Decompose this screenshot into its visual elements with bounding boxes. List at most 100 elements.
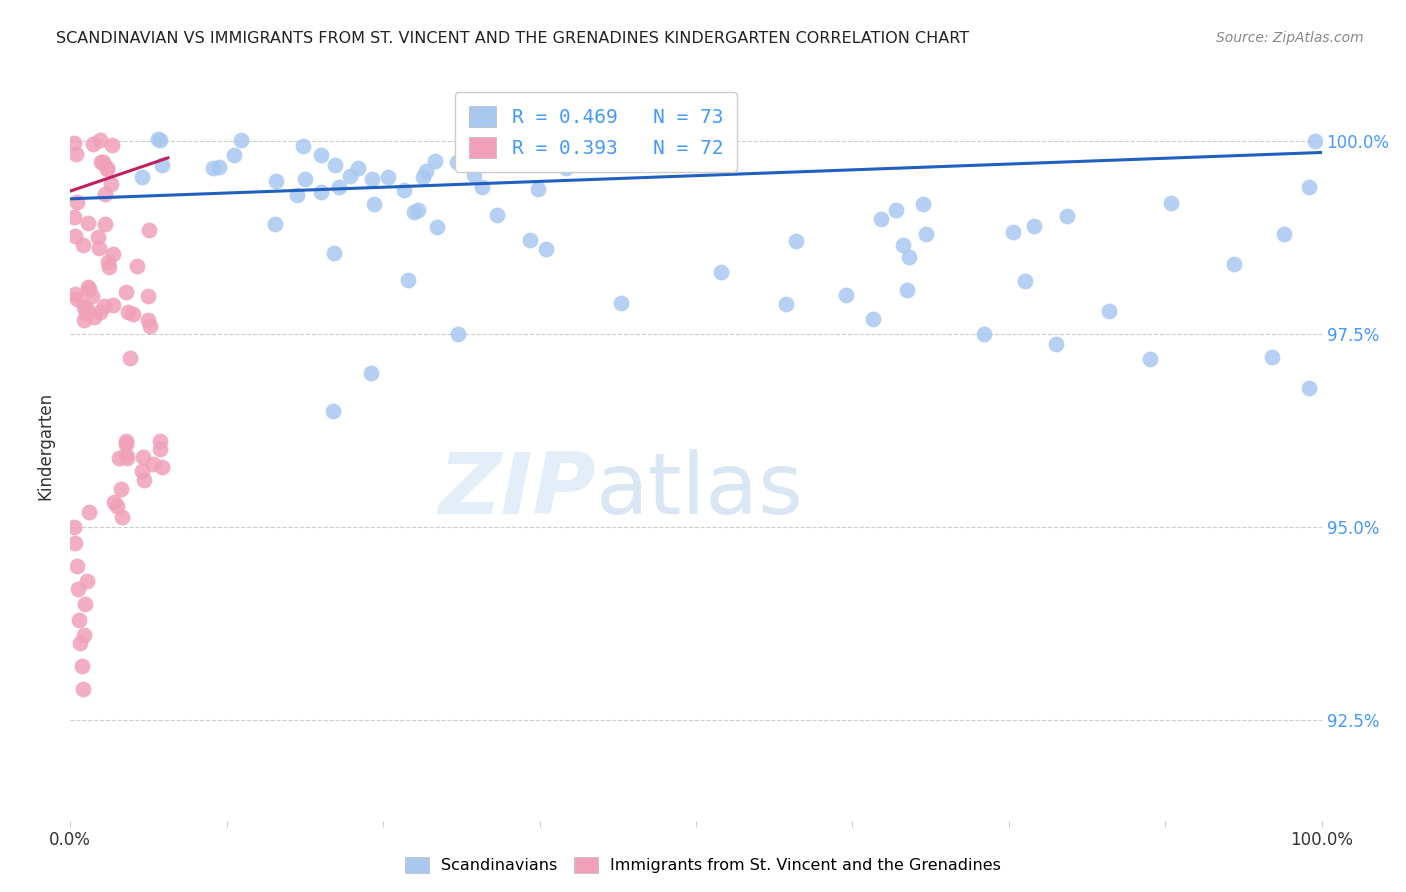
Point (1056, 209, 1078, 223)
Point (485, 208, 508, 222)
Point (287, 187, 309, 202)
Point (489, 146, 512, 161)
Point (75, 598, 97, 612)
Point (131, 170, 153, 185)
Point (363, 197, 385, 211)
Point (406, 203, 429, 218)
Point (339, 169, 361, 184)
Point (115, 434, 138, 448)
Point (394, 183, 416, 197)
Point (65, 147, 87, 161)
Point (75, 306, 97, 320)
Point (415, 164, 437, 178)
Point (1002, 225, 1025, 239)
Point (973, 326, 995, 341)
Point (149, 442, 172, 456)
Point (1014, 274, 1036, 288)
Point (835, 288, 858, 302)
Point (98, 260, 121, 274)
Point (63, 210, 86, 224)
Point (914, 227, 936, 241)
Point (1298, 381, 1320, 395)
Point (76, 574, 98, 589)
Point (785, 235, 807, 249)
Point (896, 283, 918, 297)
Point (149, 434, 172, 449)
Point (72, 312, 94, 326)
Point (527, 182, 550, 196)
Point (91, 154, 114, 169)
Point (89, 241, 111, 255)
Point (90, 155, 112, 169)
Point (94, 186, 117, 201)
Point (83, 310, 105, 324)
Point (1098, 303, 1121, 318)
Point (93, 299, 115, 313)
Point (73, 628, 96, 642)
Text: Source: ZipAtlas.com: Source: ZipAtlas.com (1216, 31, 1364, 45)
Point (77, 282, 100, 296)
Point (134, 473, 156, 487)
Point (201, 161, 224, 175)
Point (891, 238, 914, 252)
Point (463, 168, 485, 182)
Point (108, 450, 131, 465)
Point (65, 287, 87, 301)
Point (65, 228, 87, 243)
Legend: R = 0.469   N = 73, R = 0.393   N = 72: R = 0.469 N = 73, R = 0.393 N = 72 (456, 92, 737, 171)
Point (96, 161, 118, 175)
Point (122, 307, 145, 321)
Point (103, 495, 125, 509)
Point (229, 133, 252, 147)
Point (66, 293, 89, 307)
Point (115, 285, 138, 300)
Point (396, 273, 419, 287)
Point (323, 158, 346, 172)
Point (138, 288, 160, 302)
Point (77, 505, 100, 519)
Point (77, 280, 100, 294)
Point (142, 457, 165, 471)
Point (82, 136, 104, 151)
Point (131, 465, 153, 479)
Point (309, 185, 332, 199)
Point (775, 296, 797, 310)
Point (101, 247, 124, 261)
Point (347, 161, 370, 175)
Point (884, 203, 907, 218)
Point (1045, 337, 1067, 351)
Point (149, 133, 172, 147)
Point (471, 180, 494, 194)
Point (911, 196, 934, 211)
Point (402, 204, 425, 219)
Point (110, 482, 132, 496)
Point (1139, 352, 1161, 367)
Point (360, 366, 382, 380)
Point (1022, 219, 1045, 233)
Point (89, 305, 111, 319)
Point (463, 138, 485, 153)
Point (862, 312, 884, 326)
Point (1223, 257, 1246, 271)
Point (89, 133, 111, 147)
Point (1160, 195, 1182, 210)
Point (115, 450, 138, 465)
Y-axis label: Kindergarten: Kindergarten (37, 392, 55, 500)
Text: atlas: atlas (596, 450, 804, 533)
Point (100, 177, 122, 191)
Point (447, 326, 470, 341)
Point (150, 460, 173, 475)
Point (323, 245, 346, 260)
Point (519, 233, 541, 247)
Point (139, 319, 162, 334)
Point (115, 448, 138, 462)
Point (101, 298, 124, 312)
Point (870, 211, 893, 226)
Point (360, 171, 382, 186)
Point (291, 139, 314, 153)
Text: ZIP: ZIP (439, 450, 596, 533)
Point (97, 255, 120, 269)
Point (1305, 134, 1327, 148)
Point (66, 582, 89, 596)
Point (65, 535, 87, 549)
